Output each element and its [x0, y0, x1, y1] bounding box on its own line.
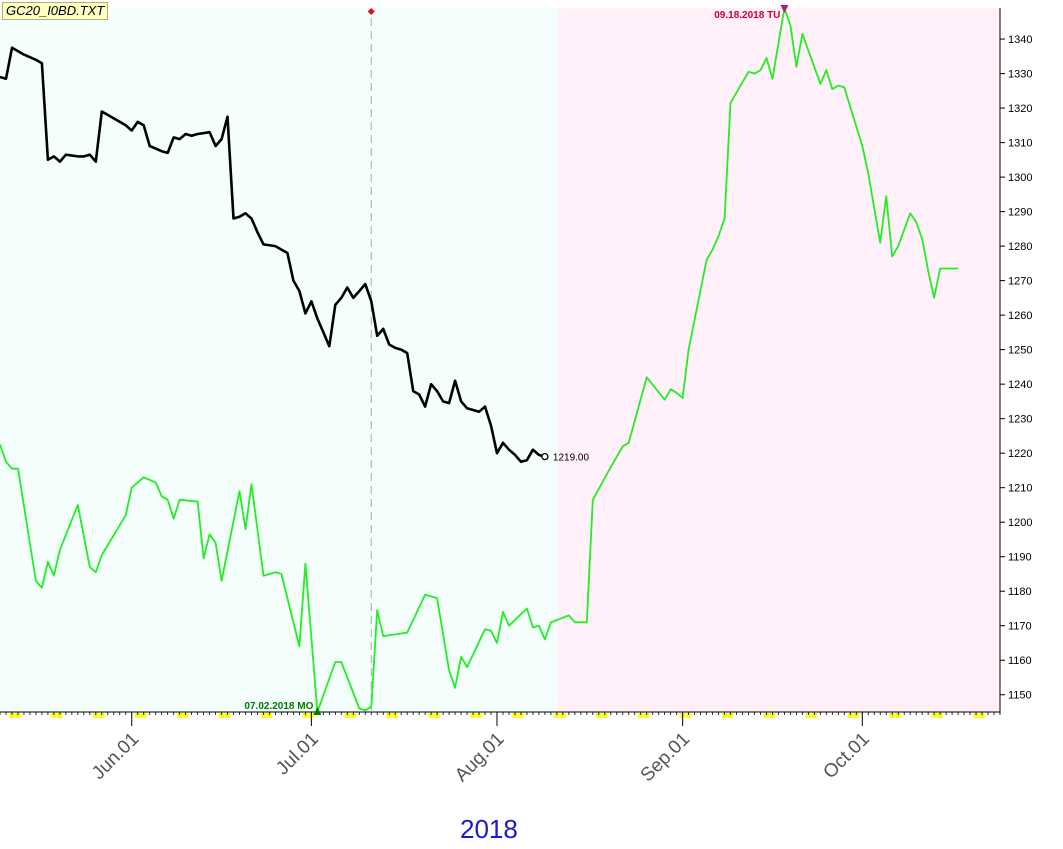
- weekend-marker: [344, 713, 350, 718]
- y-tick-label: 1270: [1008, 276, 1032, 288]
- high-annotation: 09.18.2018 TU: [714, 10, 780, 21]
- weekend-marker: [638, 713, 644, 718]
- low-marker: [313, 707, 322, 715]
- weekend-marker: [979, 713, 985, 718]
- weekend-marker: [350, 713, 356, 718]
- y-tick-label: 1330: [1008, 69, 1032, 81]
- cursor-marker: [367, 7, 375, 16]
- weekend-marker: [93, 713, 99, 718]
- y-tick-label: 1320: [1008, 103, 1032, 115]
- price-line: [0, 46, 546, 464]
- weekend-marker: [763, 713, 769, 718]
- weekend-marker: [853, 713, 859, 718]
- y-tick-label: 1180: [1008, 586, 1032, 598]
- weekend-marker: [805, 713, 811, 718]
- y-tick-label: 1280: [1008, 241, 1032, 253]
- weekend-marker: [931, 713, 937, 718]
- y-tick-label: 1340: [1008, 34, 1032, 46]
- y-tick-label: 1290: [1008, 207, 1032, 219]
- weekend-marker: [135, 713, 141, 718]
- weekend-marker: [434, 713, 440, 718]
- y-tick-label: 1160: [1008, 655, 1032, 667]
- weekend-marker: [728, 713, 734, 718]
- y-tick-label: 1300: [1008, 172, 1032, 184]
- weekend-marker: [596, 713, 602, 718]
- y-tick-label: 1240: [1008, 379, 1032, 391]
- weekend-marker: [644, 713, 650, 718]
- y-tick-label: 1250: [1008, 345, 1032, 357]
- weekend-marker: [889, 713, 895, 718]
- weekend-marker: [470, 713, 476, 718]
- weekend-marker: [554, 713, 560, 718]
- weekend-marker: [686, 713, 692, 718]
- weekend-marker: [219, 713, 225, 718]
- weekend-marker: [183, 713, 189, 718]
- weekend-marker: [141, 713, 147, 718]
- y-tick-label: 1310: [1008, 138, 1032, 150]
- file-label: GC20_I0BD.TXT: [2, 2, 109, 20]
- weekend-marker: [266, 713, 272, 718]
- weekend-marker: [722, 713, 728, 718]
- weekend-marker: [847, 713, 853, 718]
- x-tick-label: Oct.01: [819, 729, 873, 783]
- low-annotation: 07.02.2018 MO: [244, 701, 313, 712]
- last-value-marker: [541, 452, 549, 461]
- high-marker: [780, 5, 789, 13]
- y-tick-label: 1210: [1008, 483, 1032, 495]
- weekend-marker: [392, 713, 398, 718]
- last-value-label: 1219.00: [553, 453, 590, 464]
- weekend-marker: [811, 713, 817, 718]
- weekend-marker: [57, 713, 63, 718]
- x-tick-label: Sep.01: [637, 729, 694, 786]
- weekend-marker: [225, 713, 231, 718]
- weekend-marker: [302, 713, 308, 718]
- weekend-marker: [560, 713, 566, 718]
- weekend-marker: [260, 713, 266, 718]
- y-tick-label: 1170: [1008, 621, 1032, 633]
- y-tick-label: 1150: [1008, 690, 1032, 702]
- y-tick-label: 1200: [1008, 517, 1032, 529]
- x-tick-label: Jun.01: [88, 729, 143, 784]
- y-tick-label: 1190: [1008, 552, 1032, 564]
- weekend-marker: [177, 713, 183, 718]
- year-label: 2018: [460, 814, 518, 844]
- y-tick-label: 1230: [1008, 414, 1032, 426]
- past-background: [0, 8, 557, 712]
- weekend-marker: [937, 713, 943, 718]
- future-background: [556, 8, 1000, 712]
- x-tick-label: Aug.01: [451, 729, 508, 786]
- projection-line: [0, 7, 959, 713]
- weekend-marker: [386, 713, 392, 718]
- weekend-marker: [769, 713, 775, 718]
- weekend-marker: [9, 713, 15, 718]
- weekend-marker: [973, 713, 979, 718]
- weekend-marker: [99, 713, 105, 718]
- weekend-marker: [476, 713, 482, 718]
- weekend-marker: [512, 713, 518, 718]
- y-tick-label: 1220: [1008, 448, 1032, 460]
- weekend-marker: [895, 713, 901, 718]
- weekend-marker: [602, 713, 608, 718]
- weekend-marker: [51, 713, 57, 718]
- y-tick-label: 1260: [1008, 310, 1032, 322]
- x-tick-label: Jul.01: [272, 729, 323, 780]
- weekend-marker: [428, 713, 434, 718]
- weekend-marker: [15, 713, 21, 718]
- weekend-marker: [518, 713, 524, 718]
